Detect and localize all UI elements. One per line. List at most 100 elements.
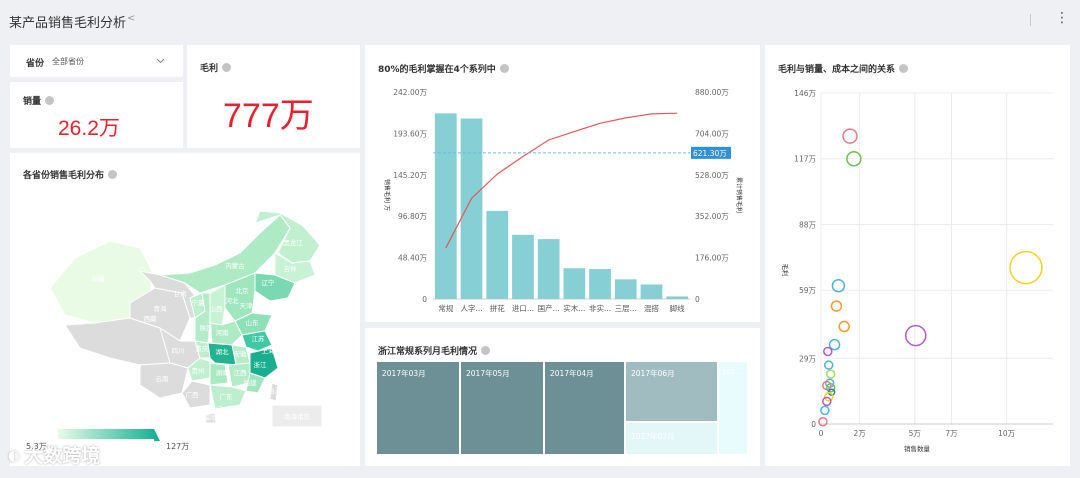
- treemap-cell-label: 2017年03月: [382, 369, 426, 378]
- province-map-panel: 各省份销售毛利分布: [10, 153, 360, 466]
- map-province-label: 新疆: [92, 274, 106, 283]
- map-province-label: 南海诸岛: [284, 412, 310, 421]
- region-guangxi[interactable]: [181, 380, 211, 409]
- map-province-label: 湖北: [216, 347, 230, 356]
- pareto-y2-tick: 880.00万: [695, 88, 729, 97]
- kpi-profit-title: 毛利: [200, 61, 232, 74]
- treemap-cell[interactable]: 201...: [719, 362, 747, 454]
- region-guangdong[interactable]: [209, 384, 247, 410]
- map-province-label: 河北: [226, 297, 240, 305]
- region-hubei[interactable]: [207, 342, 237, 366]
- scatter-y-axis-label: 毛利: [781, 264, 790, 277]
- pareto-title: 80%的毛利掌握在4个系列中: [378, 62, 509, 75]
- treemap-cell[interactable]: 2017年04月: [545, 362, 625, 454]
- pareto-cumulative-line: [445, 112, 678, 249]
- treemap-cell[interactable]: 2017年05月: [461, 362, 544, 454]
- pareto-bar: [589, 269, 611, 299]
- region-hainan[interactable]: [204, 412, 217, 424]
- pareto-x-tick: 实木...: [563, 303, 585, 313]
- kpi-sales-value: 26.2万: [58, 117, 120, 140]
- scatter-point: [820, 405, 830, 416]
- pareto-x-tick: 人字...: [460, 303, 482, 313]
- region-taiwan[interactable]: [269, 382, 279, 402]
- treemap-cell-label: 2017年05月: [466, 369, 510, 378]
- province-filter-select[interactable]: 全部省份: [50, 53, 170, 69]
- map-legend-bar: [58, 429, 154, 439]
- info-icon[interactable]: [222, 63, 232, 72]
- scatter-point: [838, 320, 850, 333]
- pareto-y-tick: 0: [422, 295, 427, 304]
- scatter-point: [830, 300, 843, 312]
- scatter-point: [823, 360, 834, 370]
- map-province-label: 澳门: [210, 404, 223, 413]
- pareto-chart-panel: 80%的毛利掌握在4个系列中 0 48.40万 96.80万 145.20万 193.6…: [365, 45, 760, 322]
- map-province-label: 西藏: [144, 314, 158, 323]
- map-province-label: 海南: [204, 413, 218, 422]
- scatter-title: 毛利与销量、成本之间的关系: [778, 62, 909, 75]
- scatter-point: [824, 378, 835, 388]
- pareto-y2-tick: 176.00万: [695, 254, 729, 263]
- map-province-label: 广东: [220, 392, 234, 401]
- info-icon[interactable]: [499, 64, 509, 73]
- scatter-point: [825, 369, 836, 379]
- info-icon[interactable]: [108, 170, 118, 179]
- map-legend-max: 127万: [166, 442, 189, 451]
- scatter-point: [823, 346, 833, 357]
- scatter-point: [818, 416, 828, 427]
- region-fujian[interactable]: [245, 372, 266, 394]
- pareto-y2-tick: 528.00万: [695, 171, 729, 180]
- map-province-label: 贵州: [192, 366, 205, 375]
- map-province-label: 四川: [172, 347, 185, 355]
- pareto-y2-axis-label: 累计销售毛利: [735, 177, 743, 213]
- province-filter-panel: 省份 全部省份: [10, 45, 183, 77]
- region-xinjiang[interactable]: [49, 240, 153, 324]
- more-vertical-icon[interactable]: ⋮: [1055, 10, 1069, 26]
- kpi-sales-panel: 销量 26.2万: [10, 82, 183, 148]
- scatter-x-tick: 10万: [998, 429, 1016, 438]
- pareto-bar: [563, 268, 586, 299]
- map-province-label: 江西: [234, 369, 248, 377]
- kpi-sales-label: 销量: [23, 97, 42, 107]
- info-icon[interactable]: [481, 346, 491, 355]
- scatter-point: [846, 150, 862, 167]
- pareto-x-tick: 拼花: [490, 303, 505, 313]
- pareto-y-axis-label: 销售毛利 万: [383, 179, 391, 211]
- info-icon[interactable]: [899, 64, 909, 73]
- pareto-chart[interactable]: 0 48.40万 96.80万 145.20万 193.60万 242.00万 0 176.0…: [365, 45, 760, 322]
- map-province-label: 江苏: [252, 334, 266, 343]
- kpi-profit-value: 777万: [223, 97, 314, 135]
- toolbar-divider: [1030, 14, 1031, 26]
- region-jiangsu[interactable]: [241, 330, 273, 352]
- treemap-title: 浙江常规系列月毛利情况: [378, 344, 491, 357]
- info-icon[interactable]: [45, 96, 55, 105]
- pareto-x-tick: 国产...: [538, 303, 560, 313]
- map-province-label: 吉林: [284, 264, 298, 273]
- pareto-x-tick: 常规: [438, 303, 453, 313]
- watermark-logo-icon: ◐: [8, 448, 21, 464]
- scatter-point: [1009, 250, 1043, 285]
- treemap-chart: 2017年03月 2017年05月 2017年04月 2017年06月 2017…: [377, 362, 747, 454]
- map-province-label: 北京: [236, 286, 250, 295]
- treemap-cell[interactable]: 2017年03月: [377, 362, 460, 454]
- share-icon[interactable]: <: [127, 13, 136, 24]
- treemap-title-text: 浙江常规系列月毛利情况: [378, 347, 478, 357]
- treemap-cell[interactable]: 2017年06月: [626, 362, 718, 422]
- map-legend-min: 5.3万: [26, 442, 47, 451]
- pareto-bar: [666, 296, 688, 299]
- map-legend-pointer: [154, 429, 160, 441]
- region-hunan[interactable]: [209, 362, 229, 386]
- map-province-label: 安徽: [234, 349, 248, 358]
- treemap-cell[interactable]: 2017年02月: [626, 423, 718, 454]
- map-province-label: 重庆: [196, 344, 210, 353]
- pareto-x-tick: 三层...: [615, 304, 637, 313]
- scatter-x-tick: 5万: [909, 429, 922, 438]
- scatter-y-tick: 59万: [799, 286, 817, 295]
- map-province-label: 青海: [154, 304, 168, 313]
- scatter-point: [822, 396, 832, 407]
- treemap-panel: 浙江常规系列月毛利情况 2017年03月 2017年05月 2017年04月 2…: [365, 328, 760, 466]
- pareto-y-tick: 48.40万: [398, 254, 427, 263]
- map-province-label: 云南: [156, 374, 170, 383]
- scatter-point: [904, 324, 927, 347]
